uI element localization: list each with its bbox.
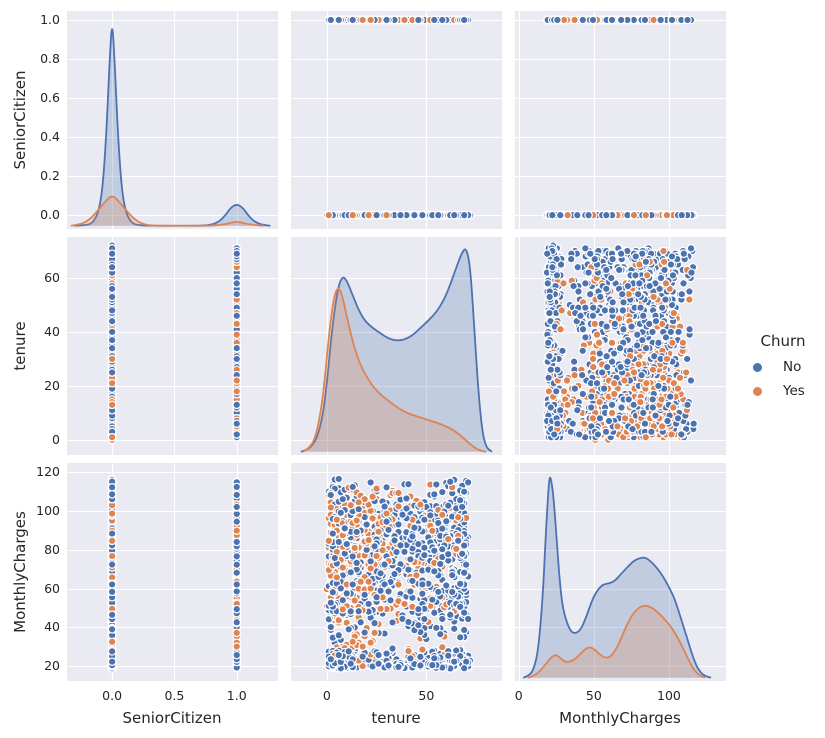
y-axis-label-monthlycharges: MonthlyCharges bbox=[11, 511, 29, 633]
x-tick-SeniorCitizen-0.5: 0.5 bbox=[164, 688, 185, 703]
panel-0-1-scatter bbox=[291, 11, 502, 229]
y-tick-tenure-20: 20 bbox=[44, 377, 60, 393]
x-tick-MonthlyCharges-0: 0 bbox=[514, 688, 523, 703]
y-tick-tenure-40: 40 bbox=[44, 323, 60, 339]
panel-0-0-kde bbox=[67, 11, 278, 229]
y-tick-tenure-0: 0 bbox=[52, 431, 60, 447]
legend-title: Churn bbox=[760, 332, 806, 350]
y-tick-SeniorCitizen-0.0: 0.0 bbox=[40, 207, 60, 223]
legend-entry-yes: Yes bbox=[741, 383, 825, 399]
panel-1-1-kde bbox=[291, 237, 502, 455]
panel-0-2-scatter bbox=[515, 11, 726, 229]
legend-marker-yes-icon bbox=[753, 386, 762, 396]
panel-2-1-scatter bbox=[291, 463, 502, 681]
x-tick-tenure-50: 50 bbox=[418, 688, 435, 703]
panel-2-0-scatter bbox=[67, 463, 278, 681]
legend-marker-no-icon bbox=[753, 362, 762, 372]
y-tick-SeniorCitizen-0.6: 0.6 bbox=[40, 90, 60, 106]
y-tick-SeniorCitizen-0.8: 0.8 bbox=[40, 51, 60, 66]
y-axis-label-seniorcitizen: SeniorCitizen bbox=[11, 70, 29, 170]
panel-1-2-scatter bbox=[515, 237, 726, 455]
legend-label-no: No bbox=[783, 359, 802, 375]
y-tick-MonthlyCharges-80: 80 bbox=[44, 541, 60, 557]
y-tick-SeniorCitizen-0.4: 0.4 bbox=[40, 129, 60, 145]
legend: Churn No Yes bbox=[741, 332, 825, 407]
x-axis-label-seniorcitizen: SeniorCitizen bbox=[122, 709, 222, 727]
y-tick-SeniorCitizen-0.2: 0.2 bbox=[40, 168, 60, 184]
y-tick-MonthlyCharges-60: 60 bbox=[44, 580, 60, 596]
legend-label-yes: Yes bbox=[783, 383, 805, 399]
y-tick-SeniorCitizen-1.0: 1.0 bbox=[40, 11, 60, 27]
y-tick-MonthlyCharges-100: 100 bbox=[36, 502, 60, 518]
x-tick-MonthlyCharges-100: 100 bbox=[656, 688, 681, 703]
x-tick-MonthlyCharges-50: 50 bbox=[585, 688, 602, 703]
x-axis-label-tenure: tenure bbox=[371, 709, 421, 727]
panel-1-0-scatter bbox=[67, 237, 278, 455]
x-tick-SeniorCitizen-1.0: 1.0 bbox=[226, 688, 247, 703]
legend-entry-no: No bbox=[741, 359, 825, 375]
y-tick-tenure-60: 60 bbox=[44, 270, 60, 285]
x-tick-tenure-0: 0 bbox=[322, 688, 331, 703]
y-tick-MonthlyCharges-20: 20 bbox=[44, 658, 60, 674]
panel-2-2-kde bbox=[515, 463, 726, 681]
y-tick-MonthlyCharges-120: 120 bbox=[36, 464, 60, 480]
y-tick-MonthlyCharges-40: 40 bbox=[44, 619, 60, 635]
x-tick-SeniorCitizen-0.0: 0.0 bbox=[102, 688, 123, 703]
x-axis-label-monthlycharges: MonthlyCharges bbox=[559, 709, 681, 727]
